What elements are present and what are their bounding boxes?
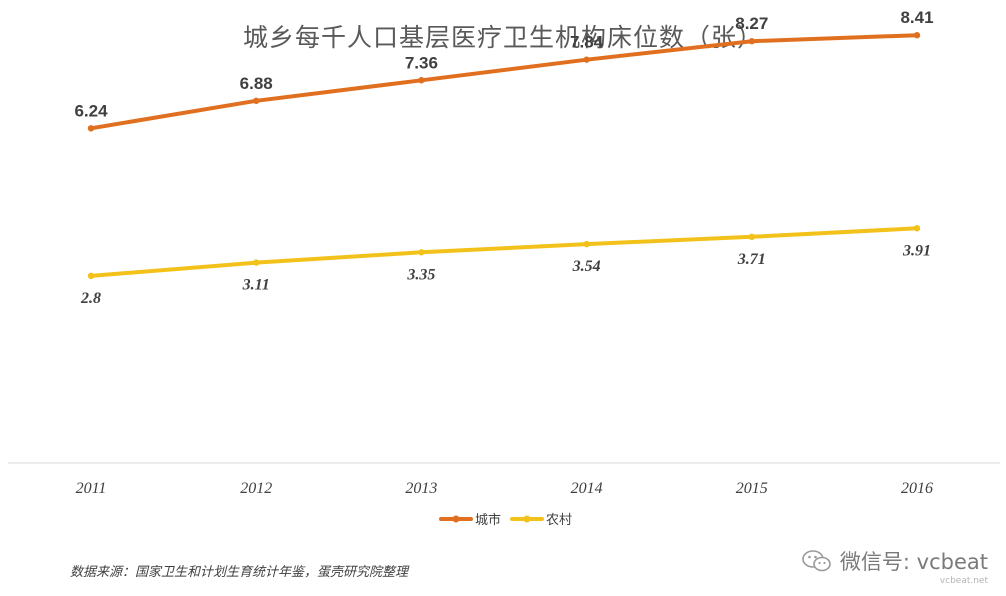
legend-label-rural: 农村 (546, 513, 572, 528)
x-tick-label: 2015 (736, 480, 768, 497)
x-tick-label: 2013 (405, 480, 437, 497)
series-line-city (89, 33, 919, 131)
data-point-rural (583, 240, 590, 248)
legend-label-city: 城市 (475, 512, 501, 528)
data-label-rural: 2.8 (80, 290, 101, 307)
data-label-city: 8.27 (735, 14, 768, 33)
series-line-rural (89, 226, 919, 278)
data-point-city (583, 56, 590, 63)
data-point-rural (418, 249, 425, 256)
data-label-city: 7.84 (570, 33, 604, 52)
data-label-rural: 3.54 (572, 258, 601, 275)
legend-marker-city (452, 515, 460, 523)
data-point-city (418, 77, 425, 84)
data-point-city (748, 38, 755, 45)
data-point-rural (913, 225, 921, 232)
watermark-text: 微信号: vcbeat (839, 550, 988, 574)
data-point-city (253, 97, 260, 105)
watermark-subtext: vcbeat.net (939, 576, 988, 586)
x-tick-label: 2011 (76, 480, 107, 497)
chart-title: 城乡每千人口基层医疗卫生机构床位数（张） (242, 23, 763, 52)
data-label-rural: 3.91 (902, 242, 931, 259)
watermark: 微信号: vcbeat (802, 544, 988, 578)
legend-marker-rural (523, 515, 531, 523)
data-point-rural (748, 233, 755, 241)
data-label-rural: 3.35 (406, 266, 435, 283)
data-label-city: 6.24 (74, 101, 108, 120)
source-note: 数据来源：国家卫生和计划生育统计年鉴，蛋壳研究院整理 (70, 565, 409, 580)
x-tick-label: 2016 (901, 480, 933, 497)
data-point-city (913, 32, 921, 39)
wechat-icon (802, 550, 831, 572)
data-point-rural (87, 272, 95, 280)
data-label-city: 7.36 (405, 53, 438, 72)
x-tick-label: 2014 (571, 480, 603, 497)
data-label-city: 6.88 (240, 74, 273, 93)
data-label-rural: 3.71 (737, 251, 766, 268)
data-label-city: 8.41 (900, 8, 933, 27)
data-point-rural (253, 259, 260, 266)
data-label-rural: 3.11 (242, 277, 270, 294)
data-point-city (87, 125, 95, 132)
x-tick-label: 2012 (240, 480, 272, 497)
